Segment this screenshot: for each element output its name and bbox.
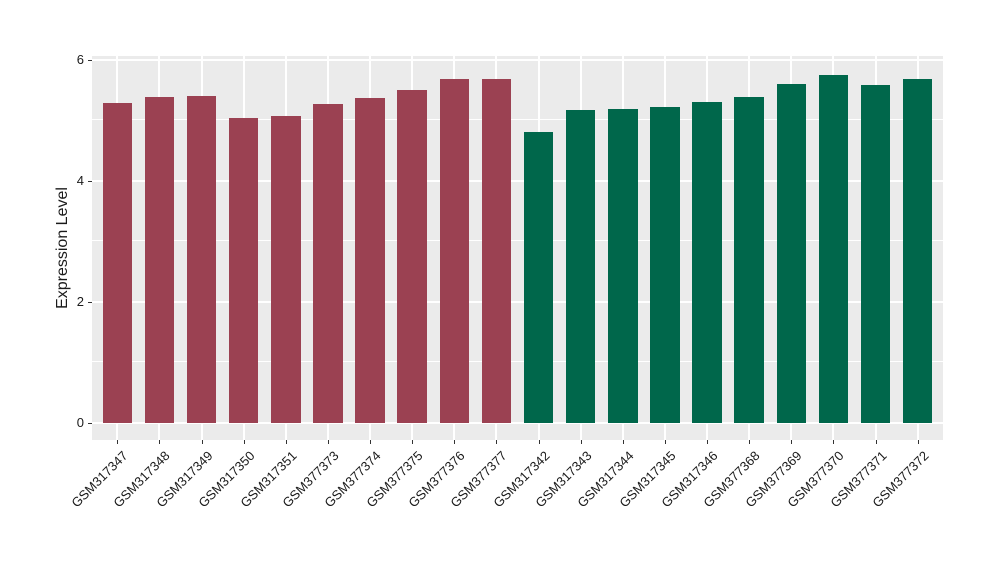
bar-GSM377372 — [902, 79, 933, 423]
y-tick-label: 2 — [76, 294, 84, 309]
bar-GSM377376 — [439, 79, 470, 423]
bar-GSM377377 — [481, 79, 512, 423]
x-tick-mark — [749, 440, 751, 444]
y-tick-label: 6 — [76, 52, 84, 67]
y-tick-mark — [87, 422, 92, 424]
bar-GSM317346 — [692, 102, 722, 423]
bar-GSM317348 — [144, 97, 175, 423]
major-gridline — [92, 58, 943, 61]
x-tick-mark — [538, 440, 540, 444]
x-tick-mark — [412, 440, 414, 444]
bar-GSM317349 — [186, 95, 217, 423]
y-axis-title-text: Expression Level — [54, 187, 71, 309]
bar-GSM317342 — [523, 132, 554, 423]
x-tick-mark — [580, 440, 582, 444]
x-tick-mark — [917, 440, 919, 444]
x-tick-mark — [875, 440, 877, 444]
x-tick-mark — [285, 440, 287, 444]
bar-GSM377370 — [818, 74, 849, 423]
y-tick-mark — [87, 180, 92, 182]
bar-GSM317351 — [271, 116, 301, 423]
y-tick-label: 0 — [76, 415, 84, 430]
minor-gridline — [92, 240, 943, 241]
major-gridline — [92, 300, 943, 303]
bar-GSM317345 — [650, 107, 680, 423]
minor-gridline — [92, 361, 943, 362]
x-tick-mark — [707, 440, 709, 444]
bar-GSM377371 — [860, 84, 891, 423]
x-tick-mark — [664, 440, 666, 444]
bar-GSM317343 — [565, 110, 596, 423]
y-tick-mark — [87, 59, 92, 61]
bar-GSM317344 — [608, 109, 638, 423]
bar-GSM317350 — [228, 118, 259, 423]
y-tick-mark — [87, 301, 92, 303]
bar-GSM377373 — [313, 103, 343, 423]
bar-GSM377375 — [397, 89, 427, 423]
minor-gridline — [92, 119, 943, 120]
x-tick-mark — [622, 440, 624, 444]
major-gridline — [92, 179, 943, 182]
x-tick-mark — [201, 440, 203, 444]
major-gridline — [92, 421, 943, 424]
x-tick-mark — [496, 440, 498, 444]
x-tick-mark — [833, 440, 835, 444]
bar-GSM317347 — [102, 103, 133, 423]
bar-GSM377374 — [355, 98, 385, 423]
x-tick-mark — [117, 440, 119, 444]
y-tick-label: 4 — [76, 173, 84, 188]
bar-GSM377369 — [776, 83, 807, 423]
x-tick-mark — [791, 440, 793, 444]
x-tick-mark — [243, 440, 245, 444]
x-tick-mark — [159, 440, 161, 444]
x-tick-mark — [454, 440, 456, 444]
x-tick-mark — [327, 440, 329, 444]
bar-GSM377368 — [734, 97, 764, 423]
y-axis-title: Expression Level — [52, 56, 74, 440]
x-tick-mark — [370, 440, 372, 444]
plot-area — [92, 56, 943, 440]
